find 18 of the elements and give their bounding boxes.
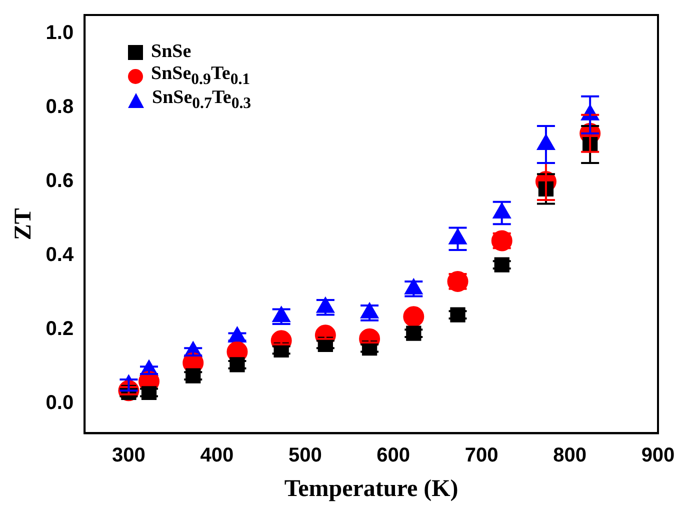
legend-label: SnSe$_{0.7}$Te$_{0.3}$ xyxy=(152,87,252,113)
x-tick-label: 300 xyxy=(112,444,146,467)
x-tick-label: 400 xyxy=(200,444,234,467)
x-tick-label: 800 xyxy=(553,444,586,467)
x-tick-label: 700 xyxy=(464,444,498,467)
y-tick-label: 0.8 xyxy=(46,96,74,118)
x-tick-label: 500 xyxy=(288,444,322,467)
y-axis-title: ZT xyxy=(10,208,37,240)
x-tick-label: 900 xyxy=(641,444,675,467)
y-tick-label: 0.2 xyxy=(46,318,74,340)
x-tick-label: 600 xyxy=(376,444,410,467)
legend-label: SnSe xyxy=(151,41,192,63)
y-tick-label: 0.6 xyxy=(46,170,74,192)
y-tick-label: 0.4 xyxy=(46,244,74,266)
x-axis-title: Temperature (K) xyxy=(284,476,458,502)
y-tick-label: 0.0 xyxy=(46,392,74,414)
legend-label: SnSe$_{0.9}$Te$_{0.1}$ xyxy=(151,63,250,89)
y-tick-label: 1.0 xyxy=(46,22,74,44)
